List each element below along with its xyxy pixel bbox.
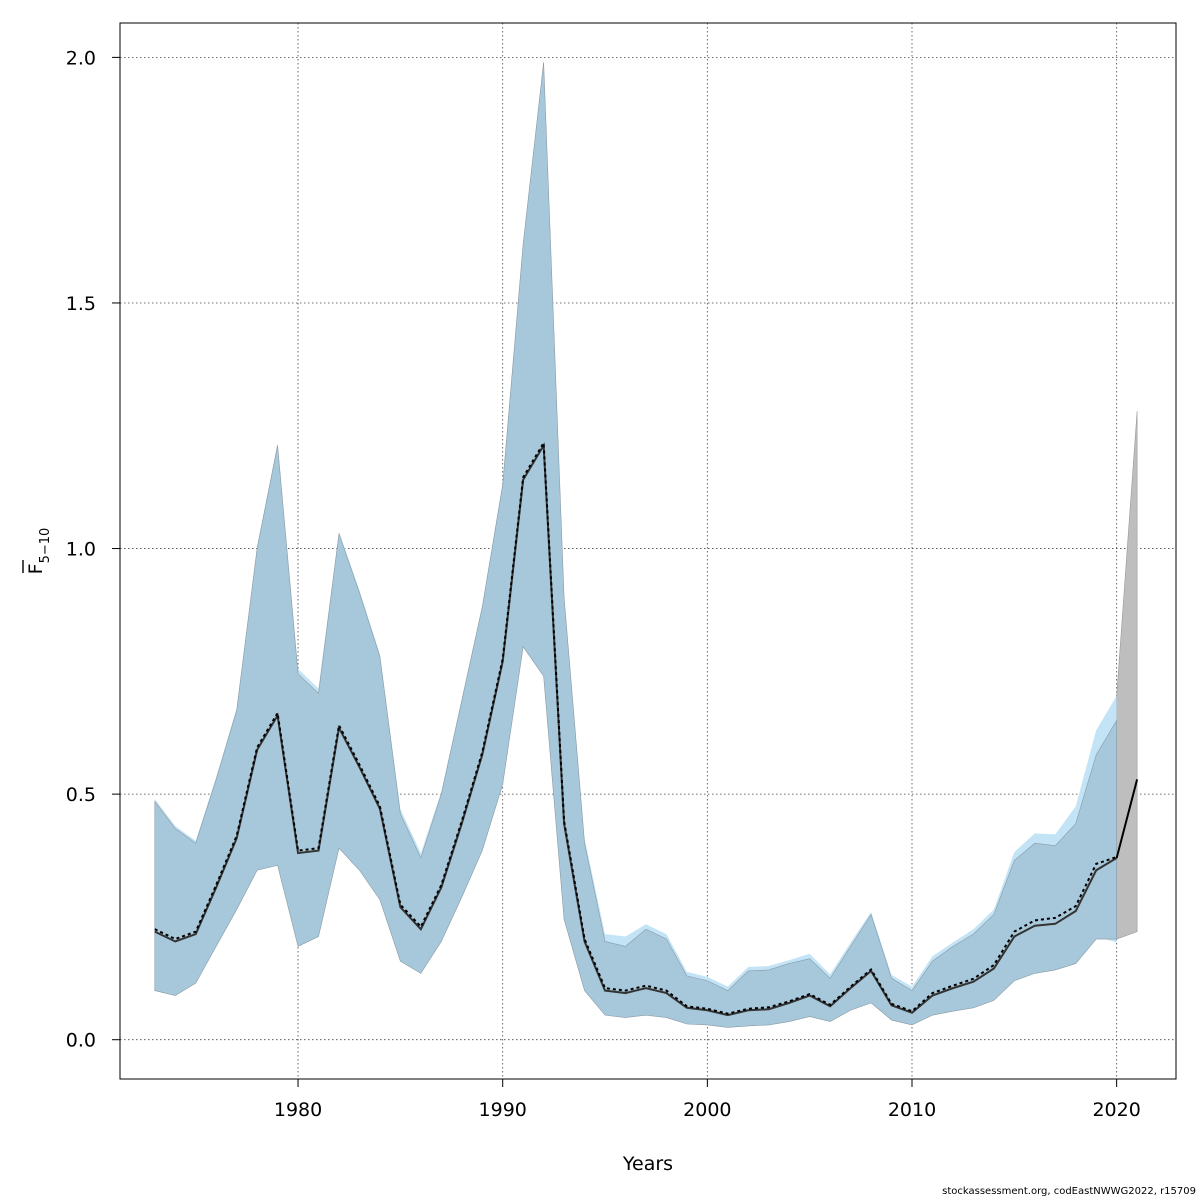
footer-note: stockassessment.org, codEastNWWG2022, r1…: [942, 1186, 1196, 1197]
y-axis-title: F5−10: [22, 528, 53, 575]
y-tick-label: 0.0: [66, 1030, 96, 1052]
x-tick-label: 2020: [1092, 1099, 1140, 1121]
estimate-lines: [154, 439, 1139, 1017]
current-estimate-line: [154, 442, 1118, 1017]
current-band: [154, 62, 1117, 1028]
x-tick-label: 1980: [274, 1099, 322, 1121]
plot-frame: [119, 22, 1177, 1080]
y-axis-title-subscript: 5−10: [38, 528, 53, 564]
y-tick-label: 0.5: [66, 784, 96, 806]
axes: 1980 1990 2000 2010 2020 0.0 0.5 1.0 1.5 2.0: [66, 47, 1141, 1121]
y-tick-label: 2.0: [66, 47, 96, 69]
y-tick-label: 1.0: [66, 539, 96, 561]
alternative-estimate-line: [154, 439, 1117, 1015]
x-axis-title: Years: [622, 1153, 673, 1175]
confidence-bands: [154, 62, 1138, 1028]
y-tick-label: 1.5: [66, 293, 96, 315]
y-axis-title-main: F: [25, 563, 47, 574]
forecast-line: [1115, 779, 1139, 859]
x-tick-label: 2010: [888, 1099, 936, 1121]
x-tick-label: 1990: [479, 1099, 527, 1121]
svg-text:F5−10: F5−10: [25, 528, 53, 575]
x-tick-label: 2000: [683, 1099, 731, 1121]
